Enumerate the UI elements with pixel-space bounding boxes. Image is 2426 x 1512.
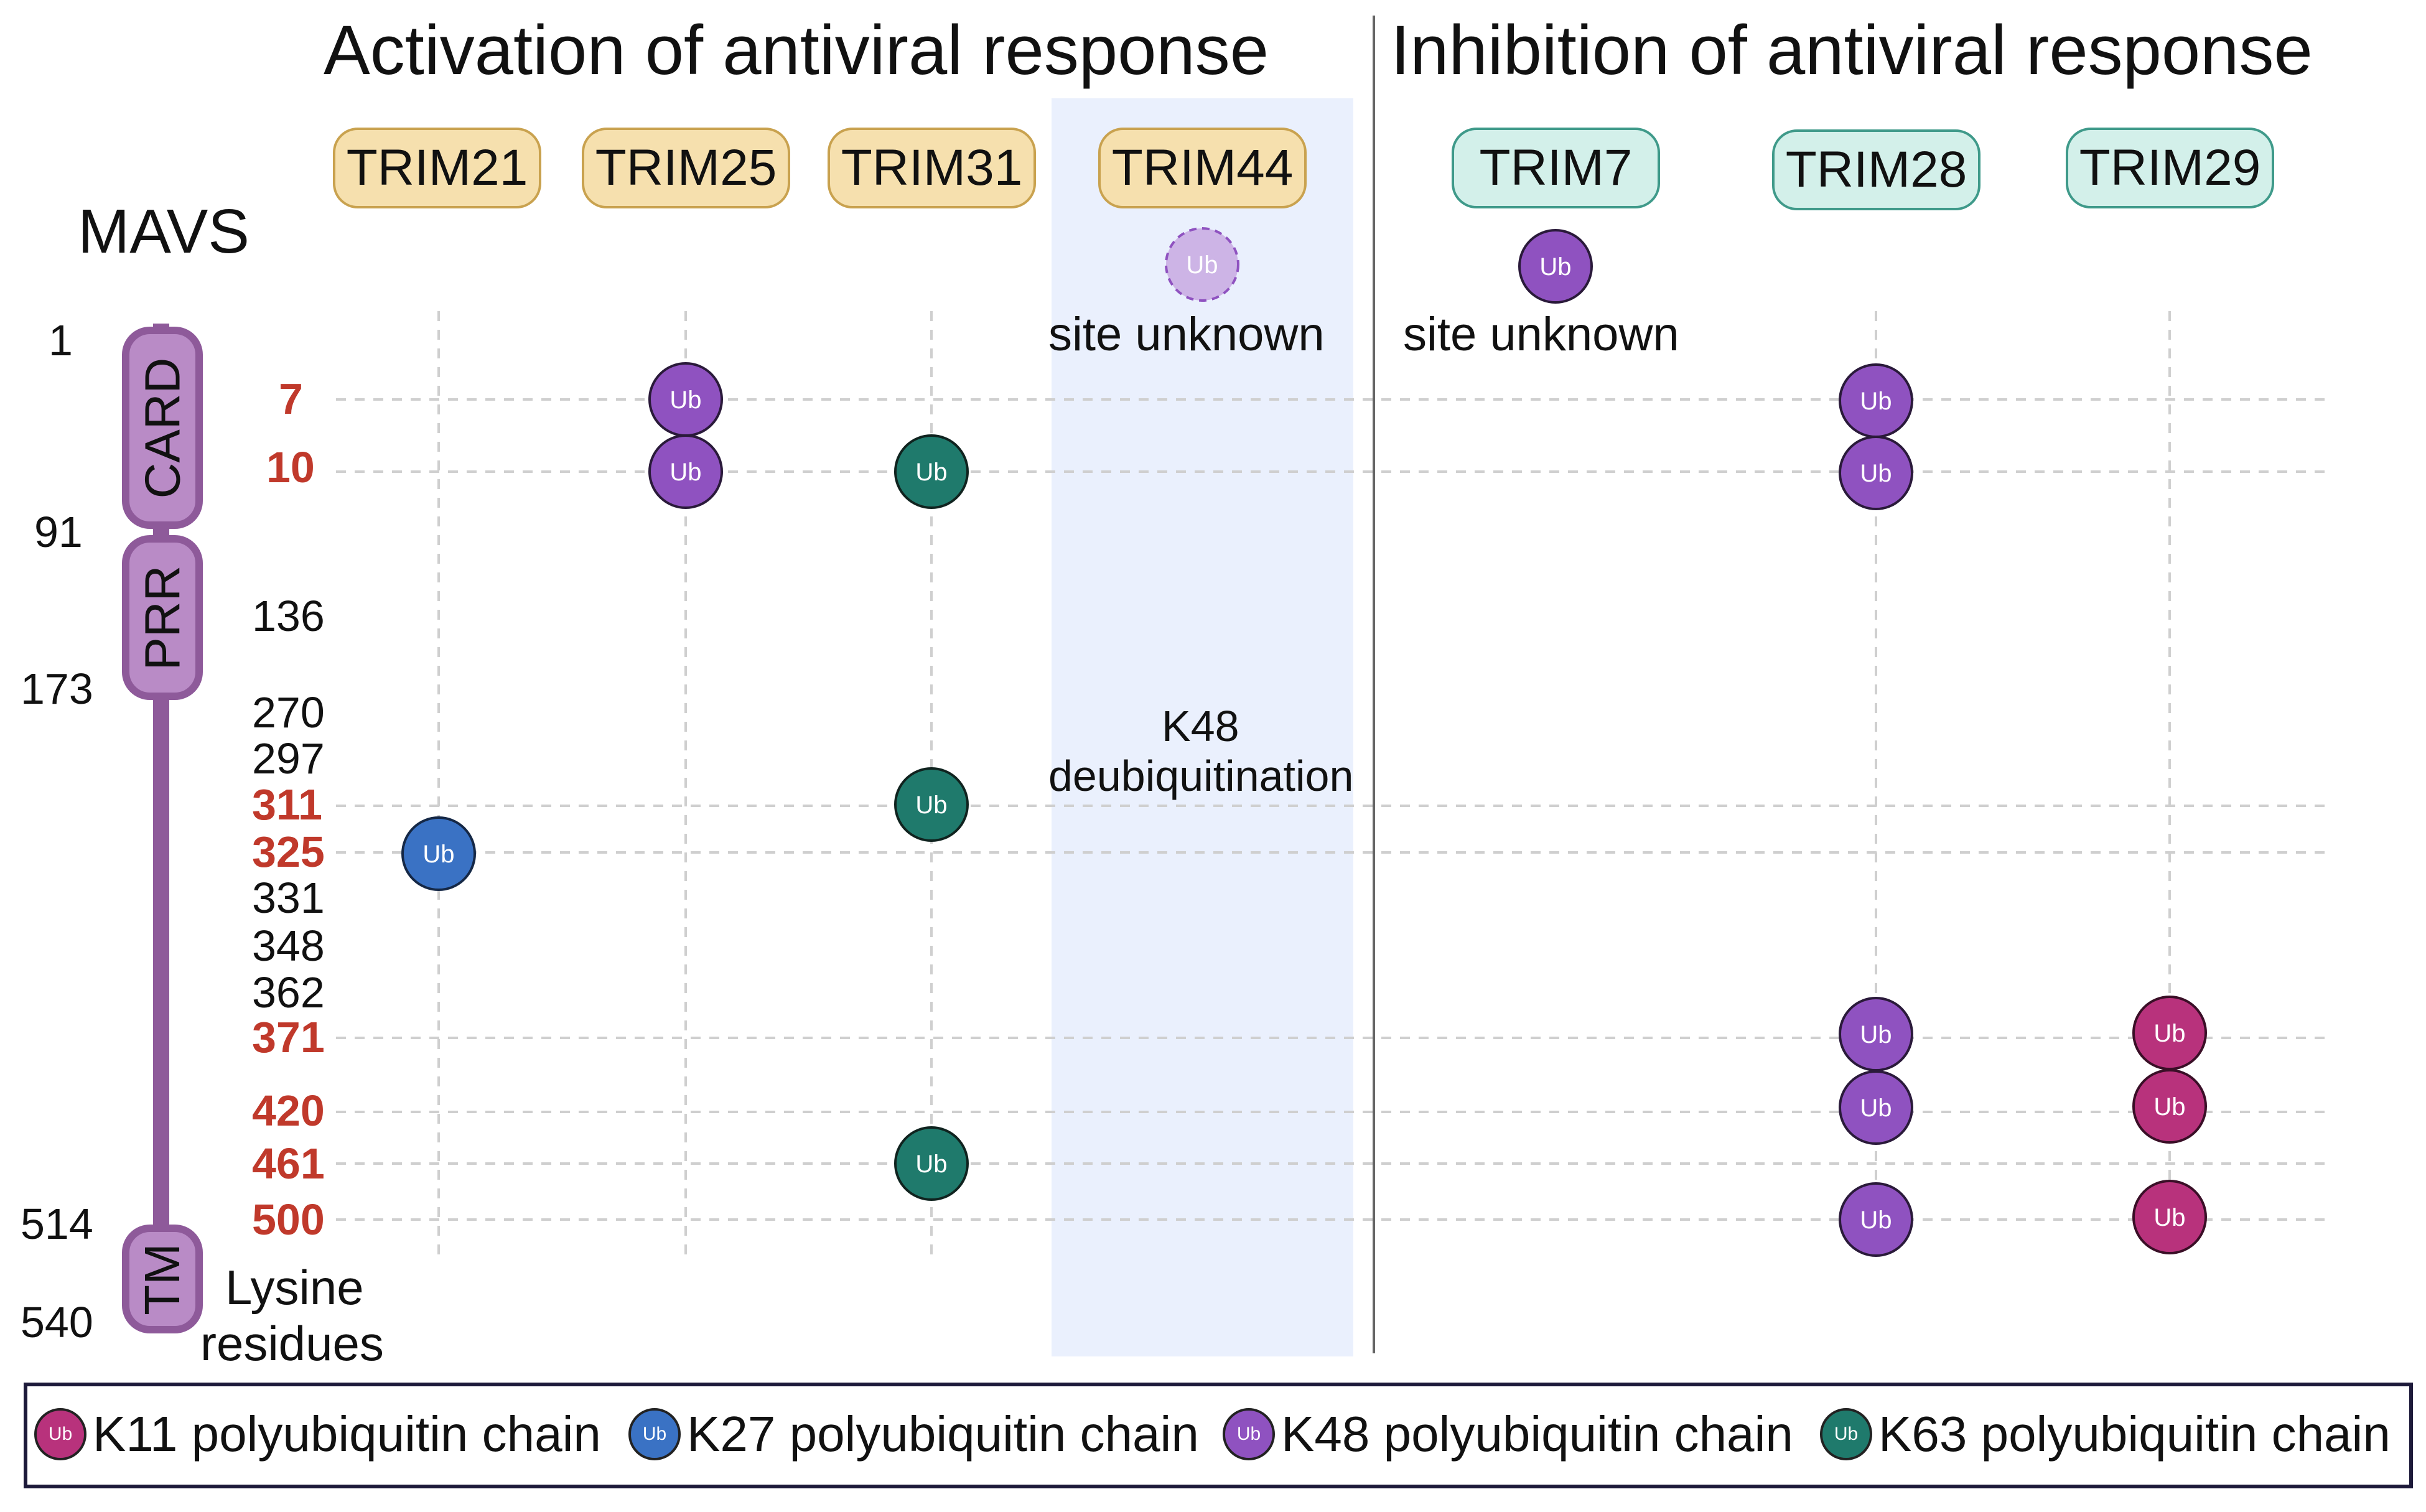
trim28-label: TRIM28: [1772, 129, 1980, 210]
ub-label: Ub: [2153, 1093, 2185, 1121]
residue-500: 500: [252, 1195, 325, 1244]
ub-label: Ub: [1860, 1206, 1892, 1234]
trim44-highlight-column: [1052, 98, 1353, 1356]
trim7-site-unknown: site unknown: [1403, 308, 1679, 361]
boundary-1: 1: [49, 316, 73, 365]
ub-trim28-7-k48: Ub: [1839, 363, 1913, 438]
ub-trim7-site-unknown-k48: Ub: [1518, 229, 1593, 304]
ub-trim28-10-k48: Ub: [1839, 436, 1913, 510]
ub-trim21-325-k27: Ub: [401, 816, 476, 891]
tm-domain: TM: [122, 1225, 203, 1333]
ub-trim25-10-k48: Ub: [648, 434, 723, 509]
trim21-label: TRIM21: [333, 128, 541, 208]
legend-k48-dot: Ub: [1223, 1408, 1275, 1460]
ub-label: Ub: [1539, 253, 1571, 281]
ub-trim29-420-k11: Ub: [2132, 1069, 2207, 1144]
ub-label: Ub: [1860, 1094, 1892, 1122]
ub-label: Ub: [915, 791, 947, 819]
residue-362: 362: [252, 968, 325, 1017]
residue-420: 420: [252, 1086, 325, 1135]
trim44-deubiquitination-label: deubiquitination: [1048, 752, 1354, 800]
legend-k27-label: K27 polyubiquitin chain: [687, 1406, 1199, 1462]
ub-label: Ub: [48, 1424, 73, 1444]
residue-325: 325: [252, 828, 325, 876]
trim44-site-unknown: site unknown: [1048, 308, 1325, 361]
ub-trim25-7-k48: Ub: [648, 362, 723, 437]
residue-371: 371: [252, 1013, 325, 1062]
trim25-label: TRIM25: [582, 128, 790, 208]
ub-label: Ub: [1186, 251, 1218, 279]
prr-domain: PRR: [122, 535, 203, 700]
residue-461: 461: [252, 1139, 325, 1188]
legend-k48: Ub K48 polyubiquitin chain: [1223, 1403, 1793, 1465]
boundary-514: 514: [21, 1200, 93, 1248]
inhibition-title: Inhibition of antiviral response: [1391, 11, 2313, 89]
ub-label: Ub: [1834, 1424, 1859, 1444]
trim31-label: TRIM31: [828, 128, 1036, 208]
legend-k27: Ub K27 polyubiquitin chain: [628, 1403, 1199, 1465]
ub-label: Ub: [669, 459, 701, 486]
ub-trim28-500-k48: Ub: [1839, 1182, 1913, 1257]
legend-k48-label: K48 polyubiquitin chain: [1281, 1406, 1793, 1462]
ub-label: Ub: [2153, 1204, 2185, 1231]
section-divider: [1373, 16, 1375, 1353]
card-domain: CARD: [122, 327, 203, 529]
trim29-label: TRIM29: [2066, 128, 2274, 208]
ub-label: Ub: [1860, 388, 1892, 415]
lysine-caption-line1: Lysine: [225, 1260, 364, 1315]
trim7-label: TRIM7: [1452, 128, 1660, 208]
ub-trim28-420-k48: Ub: [1839, 1070, 1913, 1145]
legend-k63-dot: Ub: [1820, 1408, 1872, 1460]
boundary-540: 540: [21, 1298, 93, 1346]
ub-label: Ub: [915, 459, 947, 486]
residue-331: 331: [252, 874, 325, 922]
residue-136: 136: [252, 592, 325, 640]
boundary-91: 91: [34, 508, 83, 556]
ub-label: Ub: [1860, 460, 1892, 487]
mavs-label: MAVS: [78, 197, 250, 266]
ub-label: Ub: [1860, 1021, 1892, 1048]
ub-label: Ub: [642, 1424, 667, 1444]
lysine-caption-line2: residues: [200, 1316, 384, 1371]
residue-348: 348: [252, 922, 325, 970]
activation-title: Activation of antiviral response: [324, 11, 1269, 89]
residue-270: 270: [252, 688, 325, 737]
boundary-173: 173: [21, 665, 93, 713]
ub-label: Ub: [669, 386, 701, 414]
ub-trim31-311-k63: Ub: [894, 767, 969, 842]
ub-trim29-500-k11: Ub: [2132, 1180, 2207, 1254]
legend-k11: Ub K11 polyubiquitin chain: [34, 1403, 601, 1465]
legend-k27-dot: Ub: [628, 1408, 681, 1460]
ub-trim44-deubiquitination: Ub: [1165, 227, 1239, 302]
ub-trim29-371-k11: Ub: [2132, 996, 2207, 1070]
residue-7: 7: [279, 375, 303, 423]
residue-297: 297: [252, 734, 325, 783]
trim44-k48-label: K48: [1162, 702, 1239, 750]
residue-10: 10: [266, 443, 315, 492]
legend-box: [24, 1383, 2413, 1488]
legend-k63: Ub K63 polyubiquitin chain: [1820, 1403, 2391, 1465]
ub-label: Ub: [2153, 1020, 2185, 1047]
legend-k11-dot: Ub: [34, 1408, 86, 1460]
ub-label: Ub: [915, 1150, 947, 1178]
ub-trim31-10-k63: Ub: [894, 434, 969, 509]
legend-k63-label: K63 polyubiquitin chain: [1878, 1406, 2391, 1462]
ub-label: Ub: [1236, 1424, 1261, 1444]
residue-311: 311: [252, 780, 322, 829]
legend-k11-label: K11 polyubiquitin chain: [93, 1406, 601, 1462]
ub-trim31-461-k63: Ub: [894, 1126, 969, 1201]
ub-label: Ub: [422, 841, 454, 868]
ub-trim28-371-k48: Ub: [1839, 997, 1913, 1071]
trim44-label: TRIM44: [1098, 128, 1307, 208]
